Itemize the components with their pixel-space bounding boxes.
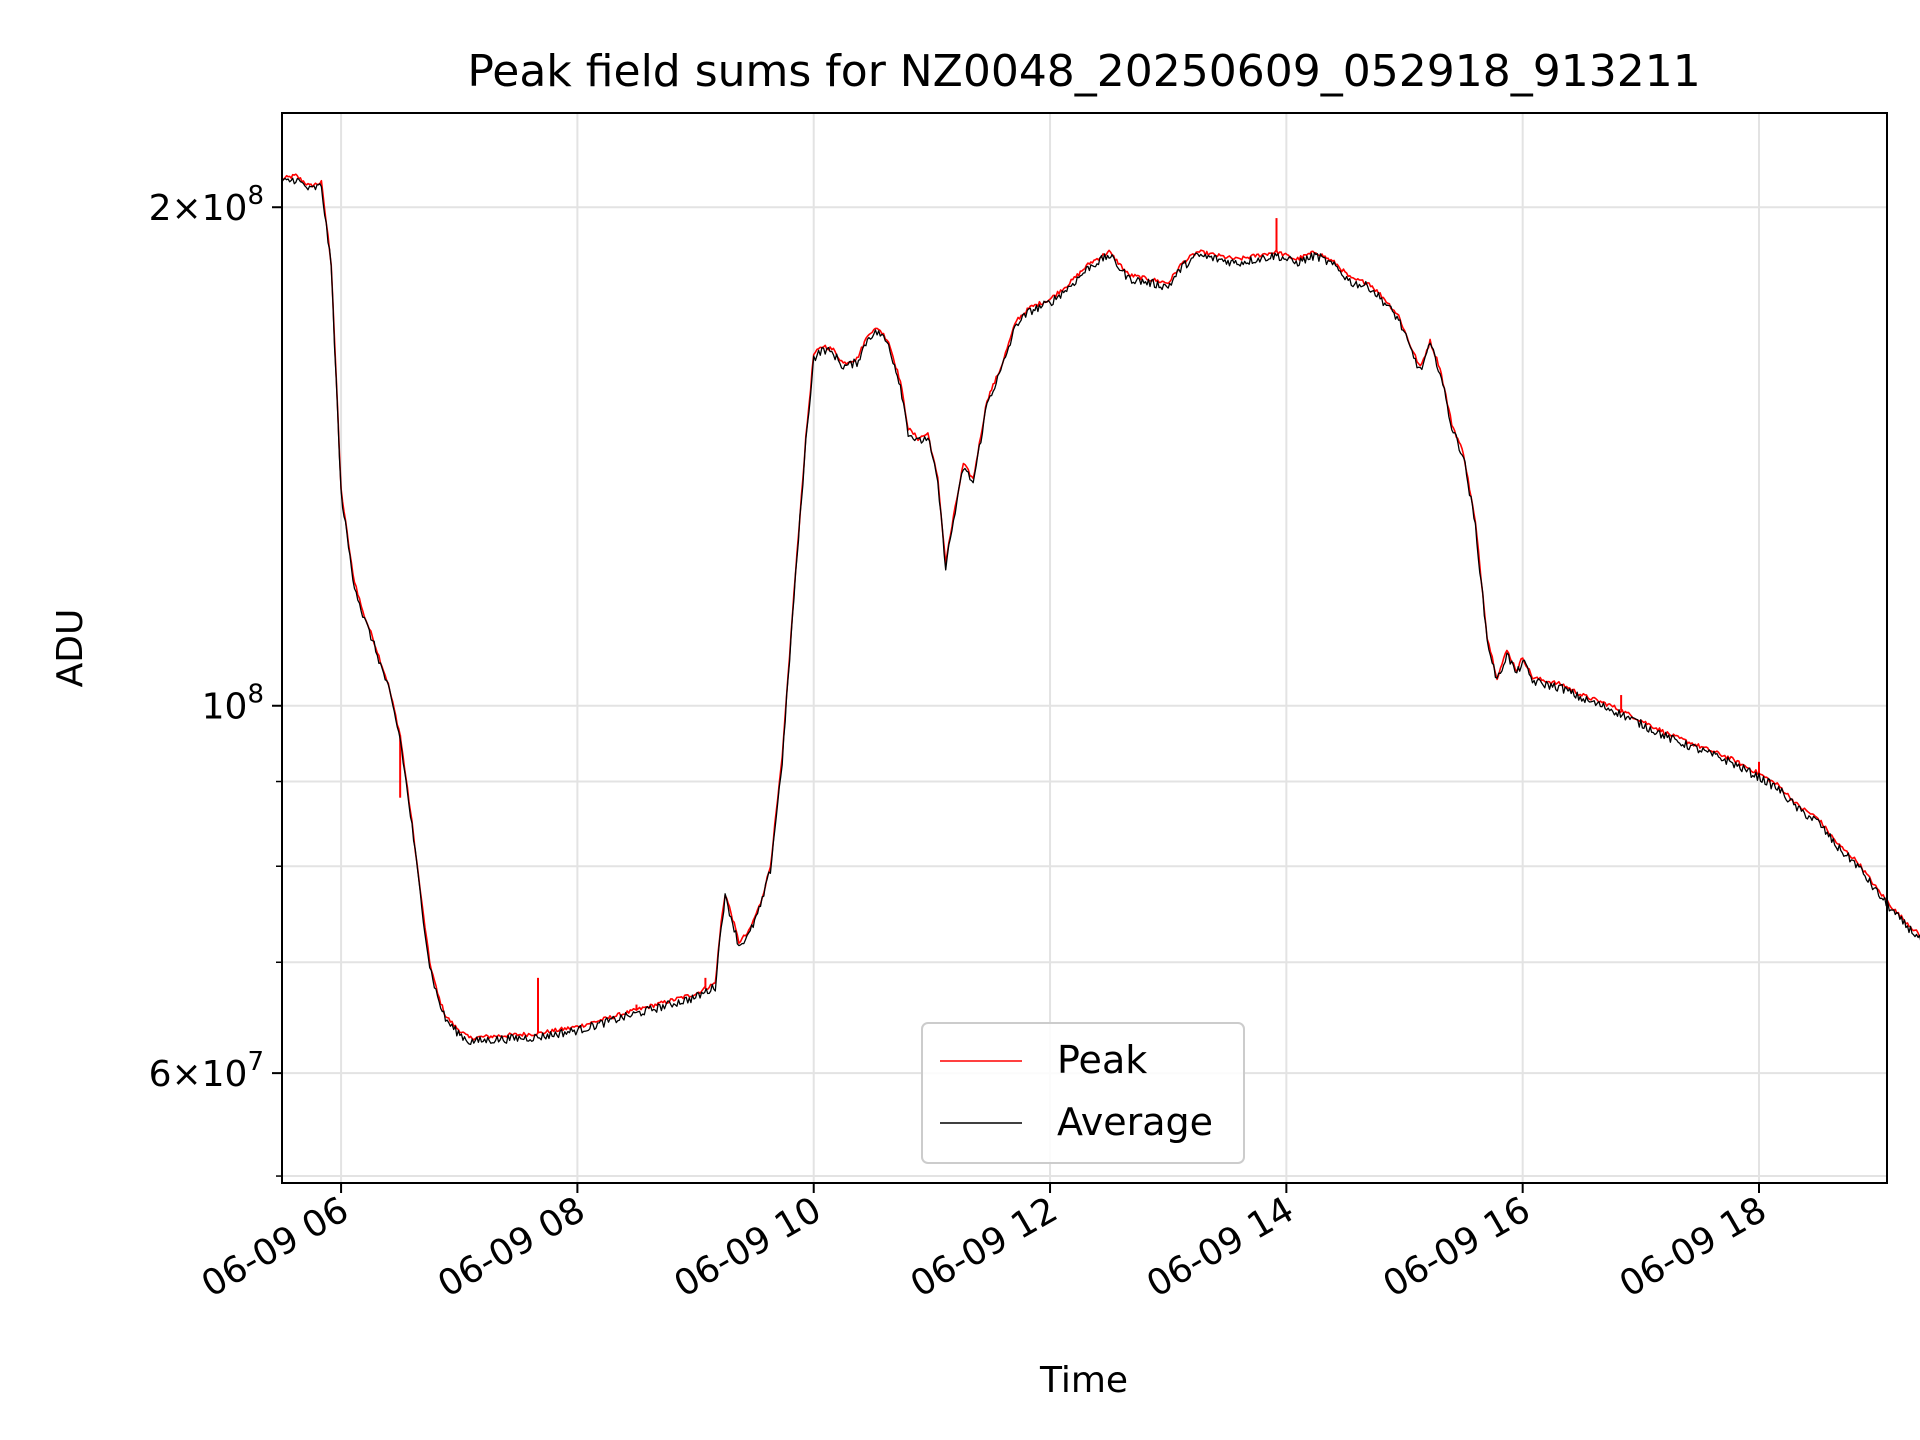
legend-average-label: Average: [1057, 1100, 1213, 1144]
legend-box: [921, 1022, 1245, 1164]
legend: Peak Average: [921, 1022, 1245, 1164]
y-axis: 6×107 108 2×108: [149, 181, 282, 1177]
plot-frame: [281, 112, 1888, 1184]
series-average-line: [281, 177, 1920, 1046]
legend-peak-label: Peak: [1057, 1038, 1147, 1082]
series-layer: [281, 173, 1920, 1046]
y-tick-label: 6×107: [149, 1047, 264, 1095]
y-tick-label: 108: [202, 680, 264, 728]
y-axis-title: ADU: [50, 609, 91, 688]
x-axis-title: Time: [1039, 1360, 1128, 1401]
y-tick-label: 2×108: [149, 181, 264, 229]
chart-title: Peak field sums for NZ0048_20250609_0529…: [467, 46, 1700, 97]
grid: [282, 113, 1887, 1183]
series-peak-line: [281, 173, 1920, 1041]
